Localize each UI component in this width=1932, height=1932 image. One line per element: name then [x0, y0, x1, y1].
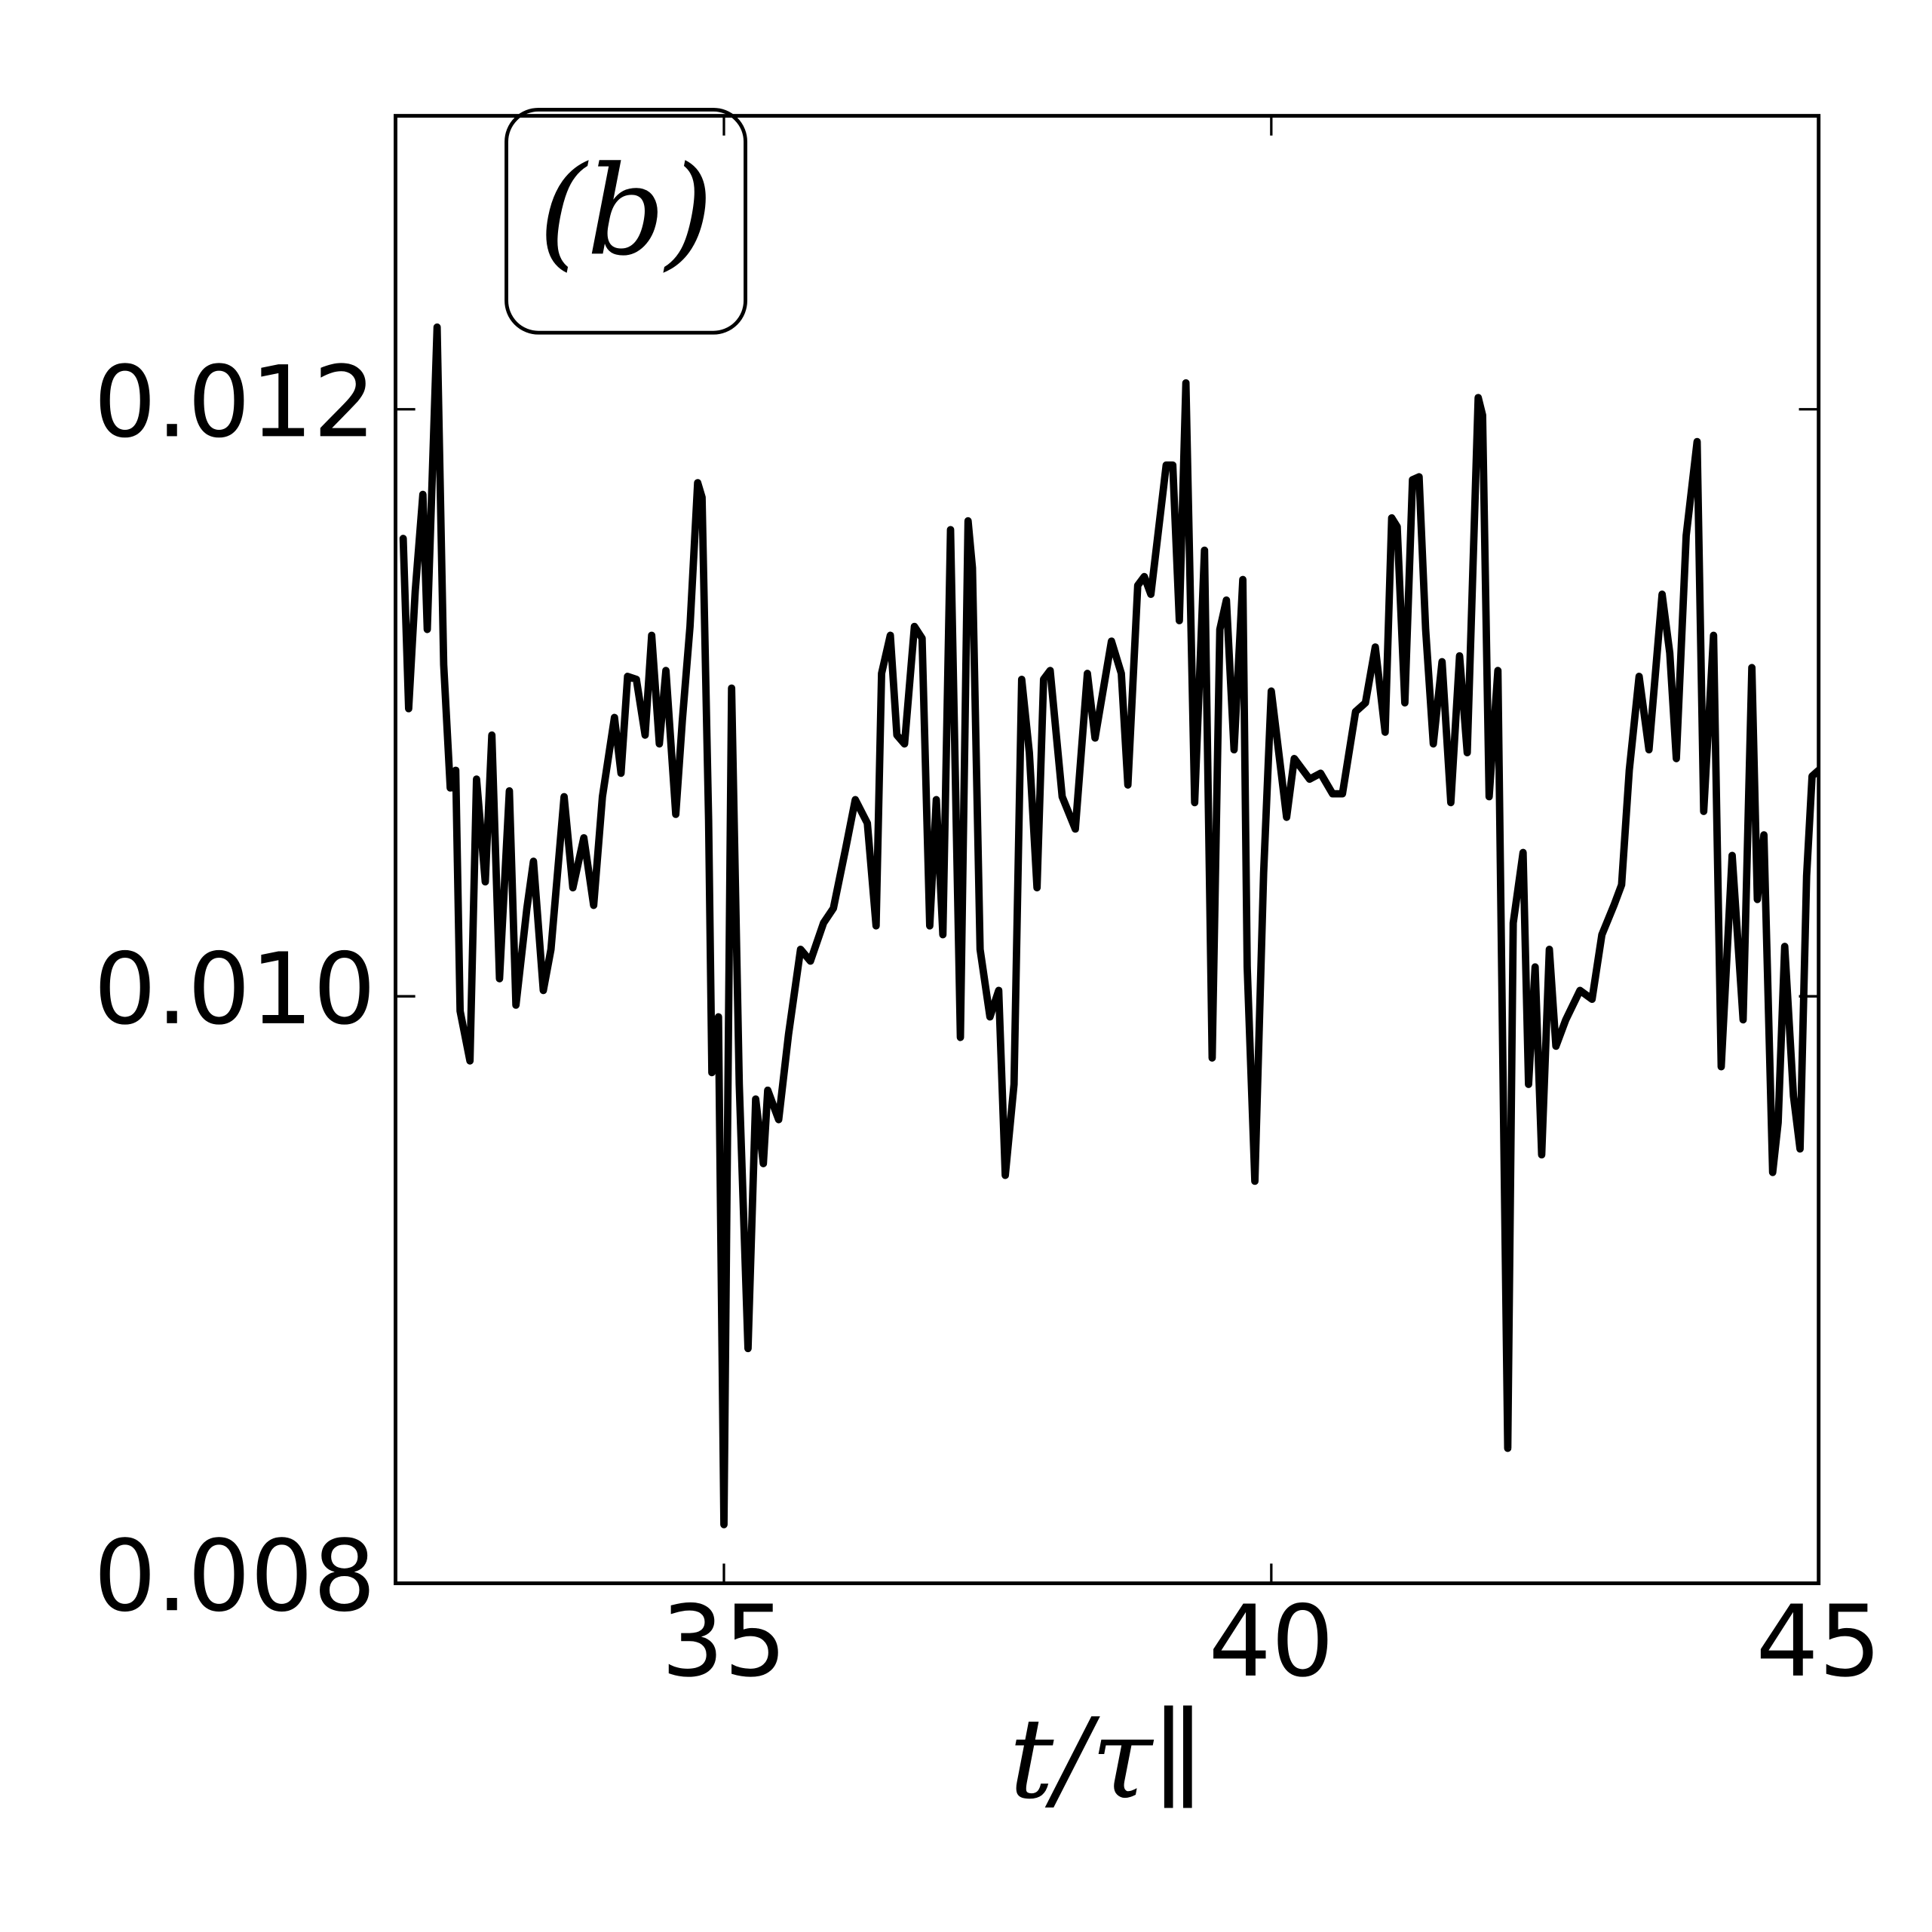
- y-tick-label: 0.012: [94, 345, 376, 459]
- annotation: (b): [538, 139, 713, 283]
- x-tick-label: 35: [661, 1584, 787, 1699]
- plot-area: [399, 323, 1819, 1529]
- data-line: [399, 323, 1819, 1529]
- y-tick-label: 0.008: [94, 1519, 376, 1633]
- x-tick-label: 40: [1209, 1584, 1334, 1699]
- x-axis-label: t/τ∥: [1009, 1694, 1204, 1823]
- x-tick-label: 45: [1756, 1584, 1881, 1699]
- plot-frame: [394, 114, 1821, 1586]
- y-tick-label: 0.010: [94, 932, 376, 1047]
- annotation-box: [504, 107, 747, 335]
